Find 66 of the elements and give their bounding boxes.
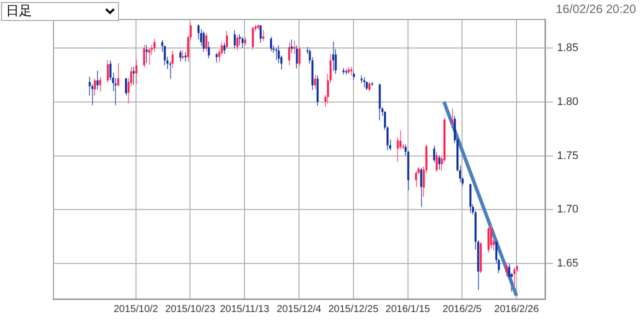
x-tick-label: 2015/12/4	[276, 304, 322, 315]
candlestick	[153, 38, 156, 52]
candlestick	[172, 50, 174, 68]
candlestick	[332, 41, 334, 72]
candlestick	[202, 30, 205, 52]
candlestick	[399, 130, 402, 150]
candlestick	[96, 70, 99, 90]
candlestick	[438, 154, 440, 170]
candlestick	[415, 170, 418, 188]
x-tick-label: 2015/10/23	[165, 304, 216, 315]
candlestick	[252, 26, 254, 50]
candlestick	[296, 44, 298, 70]
candlestick	[469, 183, 472, 214]
candlestick	[208, 41, 210, 59]
candlestick	[363, 76, 366, 88]
candlestick	[275, 47, 278, 60]
y-tick-label: 1.75	[557, 150, 578, 162]
candlestick	[488, 226, 490, 254]
candlestick	[238, 34, 241, 46]
candlestick	[270, 36, 272, 52]
candlestick	[205, 33, 208, 52]
candlestick	[260, 24, 262, 44]
x-tick-label: 2015/10/2	[114, 304, 159, 315]
x-tick-label: 2015/12/25	[328, 304, 379, 315]
candlestick	[135, 58, 138, 85]
x-tick-label: 2016/2/26	[494, 304, 540, 315]
candlestick	[288, 42, 290, 66]
text: 16/02/26 20:20	[556, 2, 636, 16]
candlestick	[146, 44, 148, 64]
candlestick	[433, 145, 436, 163]
candlestick	[368, 82, 370, 92]
candlestick	[314, 74, 316, 90]
candlestick	[436, 152, 438, 172]
candlestick	[293, 40, 296, 54]
candlestick	[223, 42, 226, 54]
candlestick	[506, 262, 508, 277]
candlestick	[106, 59, 109, 84]
candlestick	[148, 47, 150, 66]
candlestick	[513, 266, 516, 288]
period-select[interactable]: 日足	[1, 2, 119, 21]
candlestick	[420, 167, 422, 208]
candlestick	[490, 222, 492, 249]
candlestick	[184, 52, 187, 62]
x-tick-label: 2015/11/13	[220, 304, 270, 315]
x-tick-label: 2016/2/5	[442, 304, 482, 315]
candlestick	[234, 30, 236, 50]
candlestick	[99, 76, 102, 92]
x-tick-label: 2016/1/15	[386, 304, 430, 315]
candlestick	[125, 78, 128, 96]
candlestick	[143, 44, 146, 68]
candlestick	[451, 108, 454, 126]
candlestick	[182, 50, 184, 60]
candlestick	[236, 34, 238, 51]
candlestick	[179, 50, 182, 62]
candlestick	[132, 66, 135, 86]
candlestick	[298, 46, 300, 68]
y-tick-label: 1.80	[557, 96, 578, 108]
candlestick	[94, 78, 96, 96]
candlestick	[316, 75, 319, 106]
y-tick-label: 1.85	[557, 42, 578, 54]
y-tick-label: 1.70	[557, 204, 578, 216]
candlestick	[216, 52, 218, 64]
candlestick	[226, 30, 228, 50]
candlestick	[117, 62, 120, 88]
candlestick	[242, 36, 244, 49]
y-tick-label: 1.65	[557, 257, 578, 270]
